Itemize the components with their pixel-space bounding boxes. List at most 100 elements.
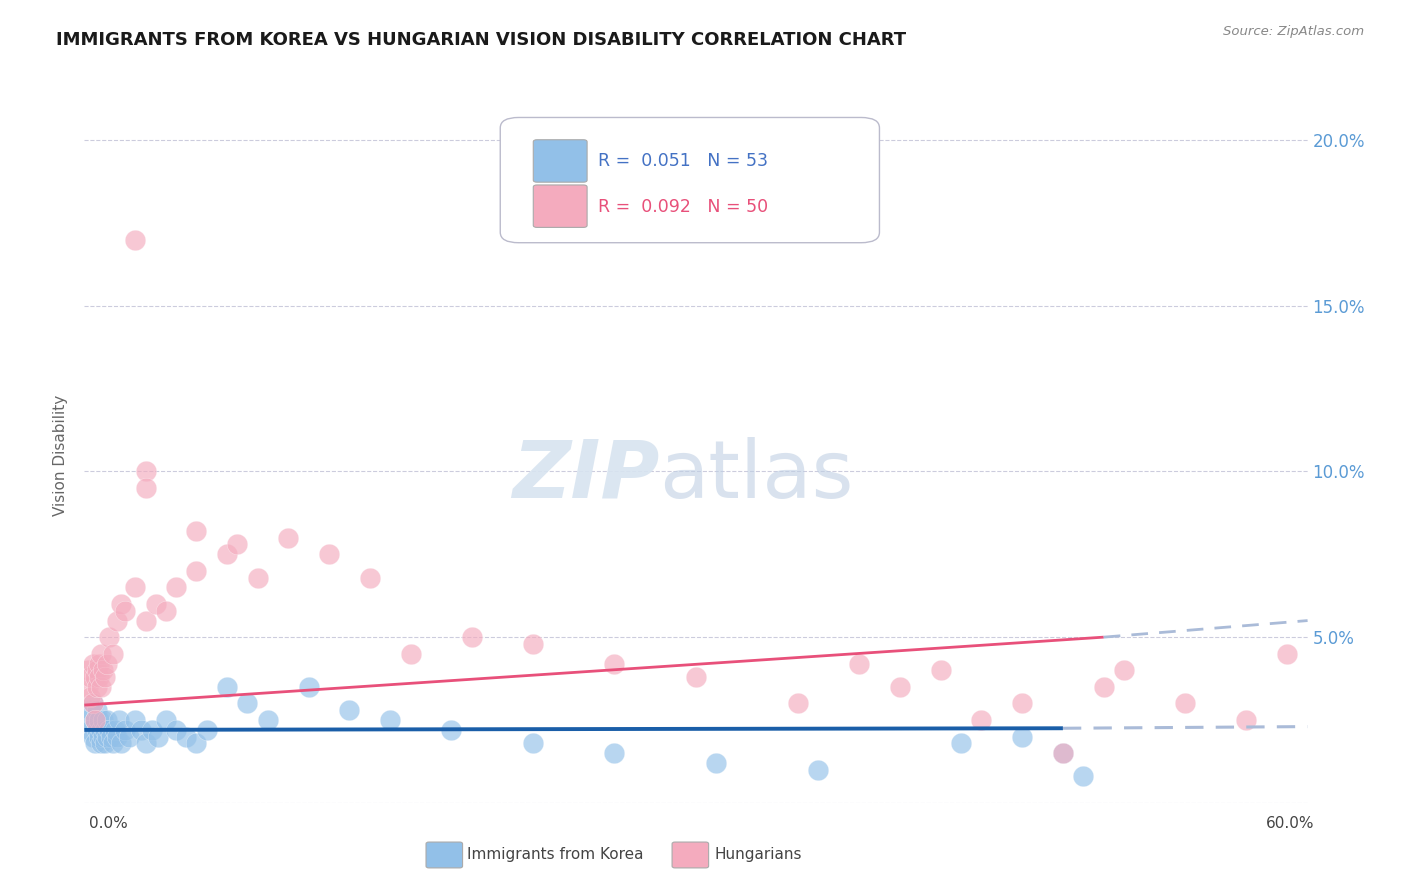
Point — [186, 736, 208, 750]
Point — [108, 713, 131, 727]
Point — [105, 614, 128, 628]
Point — [86, 723, 108, 737]
Point — [83, 713, 105, 727]
Point — [124, 233, 146, 247]
Point — [522, 736, 544, 750]
Point — [101, 736, 124, 750]
Point — [90, 736, 112, 750]
Point — [807, 763, 830, 777]
Point — [82, 697, 104, 711]
Point — [96, 657, 118, 671]
Point — [298, 680, 321, 694]
Text: Source: ZipAtlas.com: Source: ZipAtlas.com — [1223, 25, 1364, 38]
Point — [165, 581, 187, 595]
Point — [77, 713, 100, 727]
Point — [93, 736, 117, 750]
Point — [100, 730, 122, 744]
Text: IMMIGRANTS FROM KOREA VS HUNGARIAN VISION DISABILITY CORRELATION CHART: IMMIGRANTS FROM KOREA VS HUNGARIAN VISIO… — [56, 31, 907, 49]
Point — [226, 537, 249, 551]
Point — [93, 723, 117, 737]
Point — [685, 670, 707, 684]
Point — [155, 604, 177, 618]
Point — [603, 657, 626, 671]
Point — [87, 730, 110, 744]
FancyBboxPatch shape — [533, 185, 588, 227]
Point — [135, 481, 157, 495]
Point — [848, 657, 870, 671]
Point — [165, 723, 187, 737]
Point — [93, 670, 117, 684]
Point — [145, 597, 167, 611]
Point — [77, 663, 100, 677]
Point — [318, 547, 340, 561]
Point — [96, 730, 118, 744]
Point — [83, 713, 105, 727]
Point — [97, 630, 120, 644]
Point — [90, 647, 112, 661]
Point — [101, 647, 124, 661]
Text: atlas: atlas — [659, 437, 853, 515]
Text: Hungarians: Hungarians — [714, 847, 801, 862]
Point — [1052, 746, 1074, 760]
Point — [522, 637, 544, 651]
Point — [104, 723, 127, 737]
Point — [118, 730, 141, 744]
Point — [87, 657, 110, 671]
Point — [135, 465, 157, 479]
Point — [217, 547, 239, 561]
Point — [83, 670, 105, 684]
Point — [124, 713, 146, 727]
Point — [110, 736, 132, 750]
Text: 60.0%: 60.0% — [1267, 816, 1315, 830]
Point — [277, 531, 299, 545]
Point — [186, 564, 208, 578]
Point — [91, 713, 114, 727]
Point — [1092, 680, 1115, 694]
Point — [114, 723, 136, 737]
Point — [96, 713, 118, 727]
Text: 0.0%: 0.0% — [89, 816, 128, 830]
Point — [86, 680, 108, 694]
Point — [706, 756, 728, 770]
Point — [79, 723, 101, 737]
Point — [195, 723, 218, 737]
Point — [91, 663, 114, 677]
Point — [236, 697, 259, 711]
Point — [1174, 697, 1197, 711]
Point — [110, 597, 132, 611]
FancyBboxPatch shape — [501, 118, 880, 243]
Point — [380, 713, 402, 727]
Point — [1236, 713, 1258, 727]
Point — [79, 703, 101, 717]
Point — [1114, 663, 1136, 677]
Point — [461, 630, 484, 644]
Point — [186, 524, 208, 538]
Point — [176, 730, 198, 744]
Point — [1011, 730, 1033, 744]
FancyBboxPatch shape — [533, 140, 588, 182]
Point — [97, 723, 120, 737]
Point — [135, 736, 157, 750]
Text: Immigrants from Korea: Immigrants from Korea — [467, 847, 644, 862]
Point — [359, 570, 381, 584]
Point — [82, 697, 104, 711]
Point — [399, 647, 422, 661]
Point — [79, 690, 101, 704]
Point — [339, 703, 361, 717]
Point — [124, 581, 146, 595]
Point — [970, 713, 993, 727]
Text: ZIP: ZIP — [512, 437, 659, 515]
Point — [141, 723, 163, 737]
Point — [217, 680, 239, 694]
Point — [77, 680, 100, 694]
Point — [82, 657, 104, 671]
Point — [105, 730, 128, 744]
Point — [91, 730, 114, 744]
Point — [82, 730, 104, 744]
Point — [1277, 647, 1299, 661]
Point — [90, 680, 112, 694]
Point — [1073, 769, 1095, 783]
Point — [79, 670, 101, 684]
Point — [135, 614, 157, 628]
Point — [603, 746, 626, 760]
